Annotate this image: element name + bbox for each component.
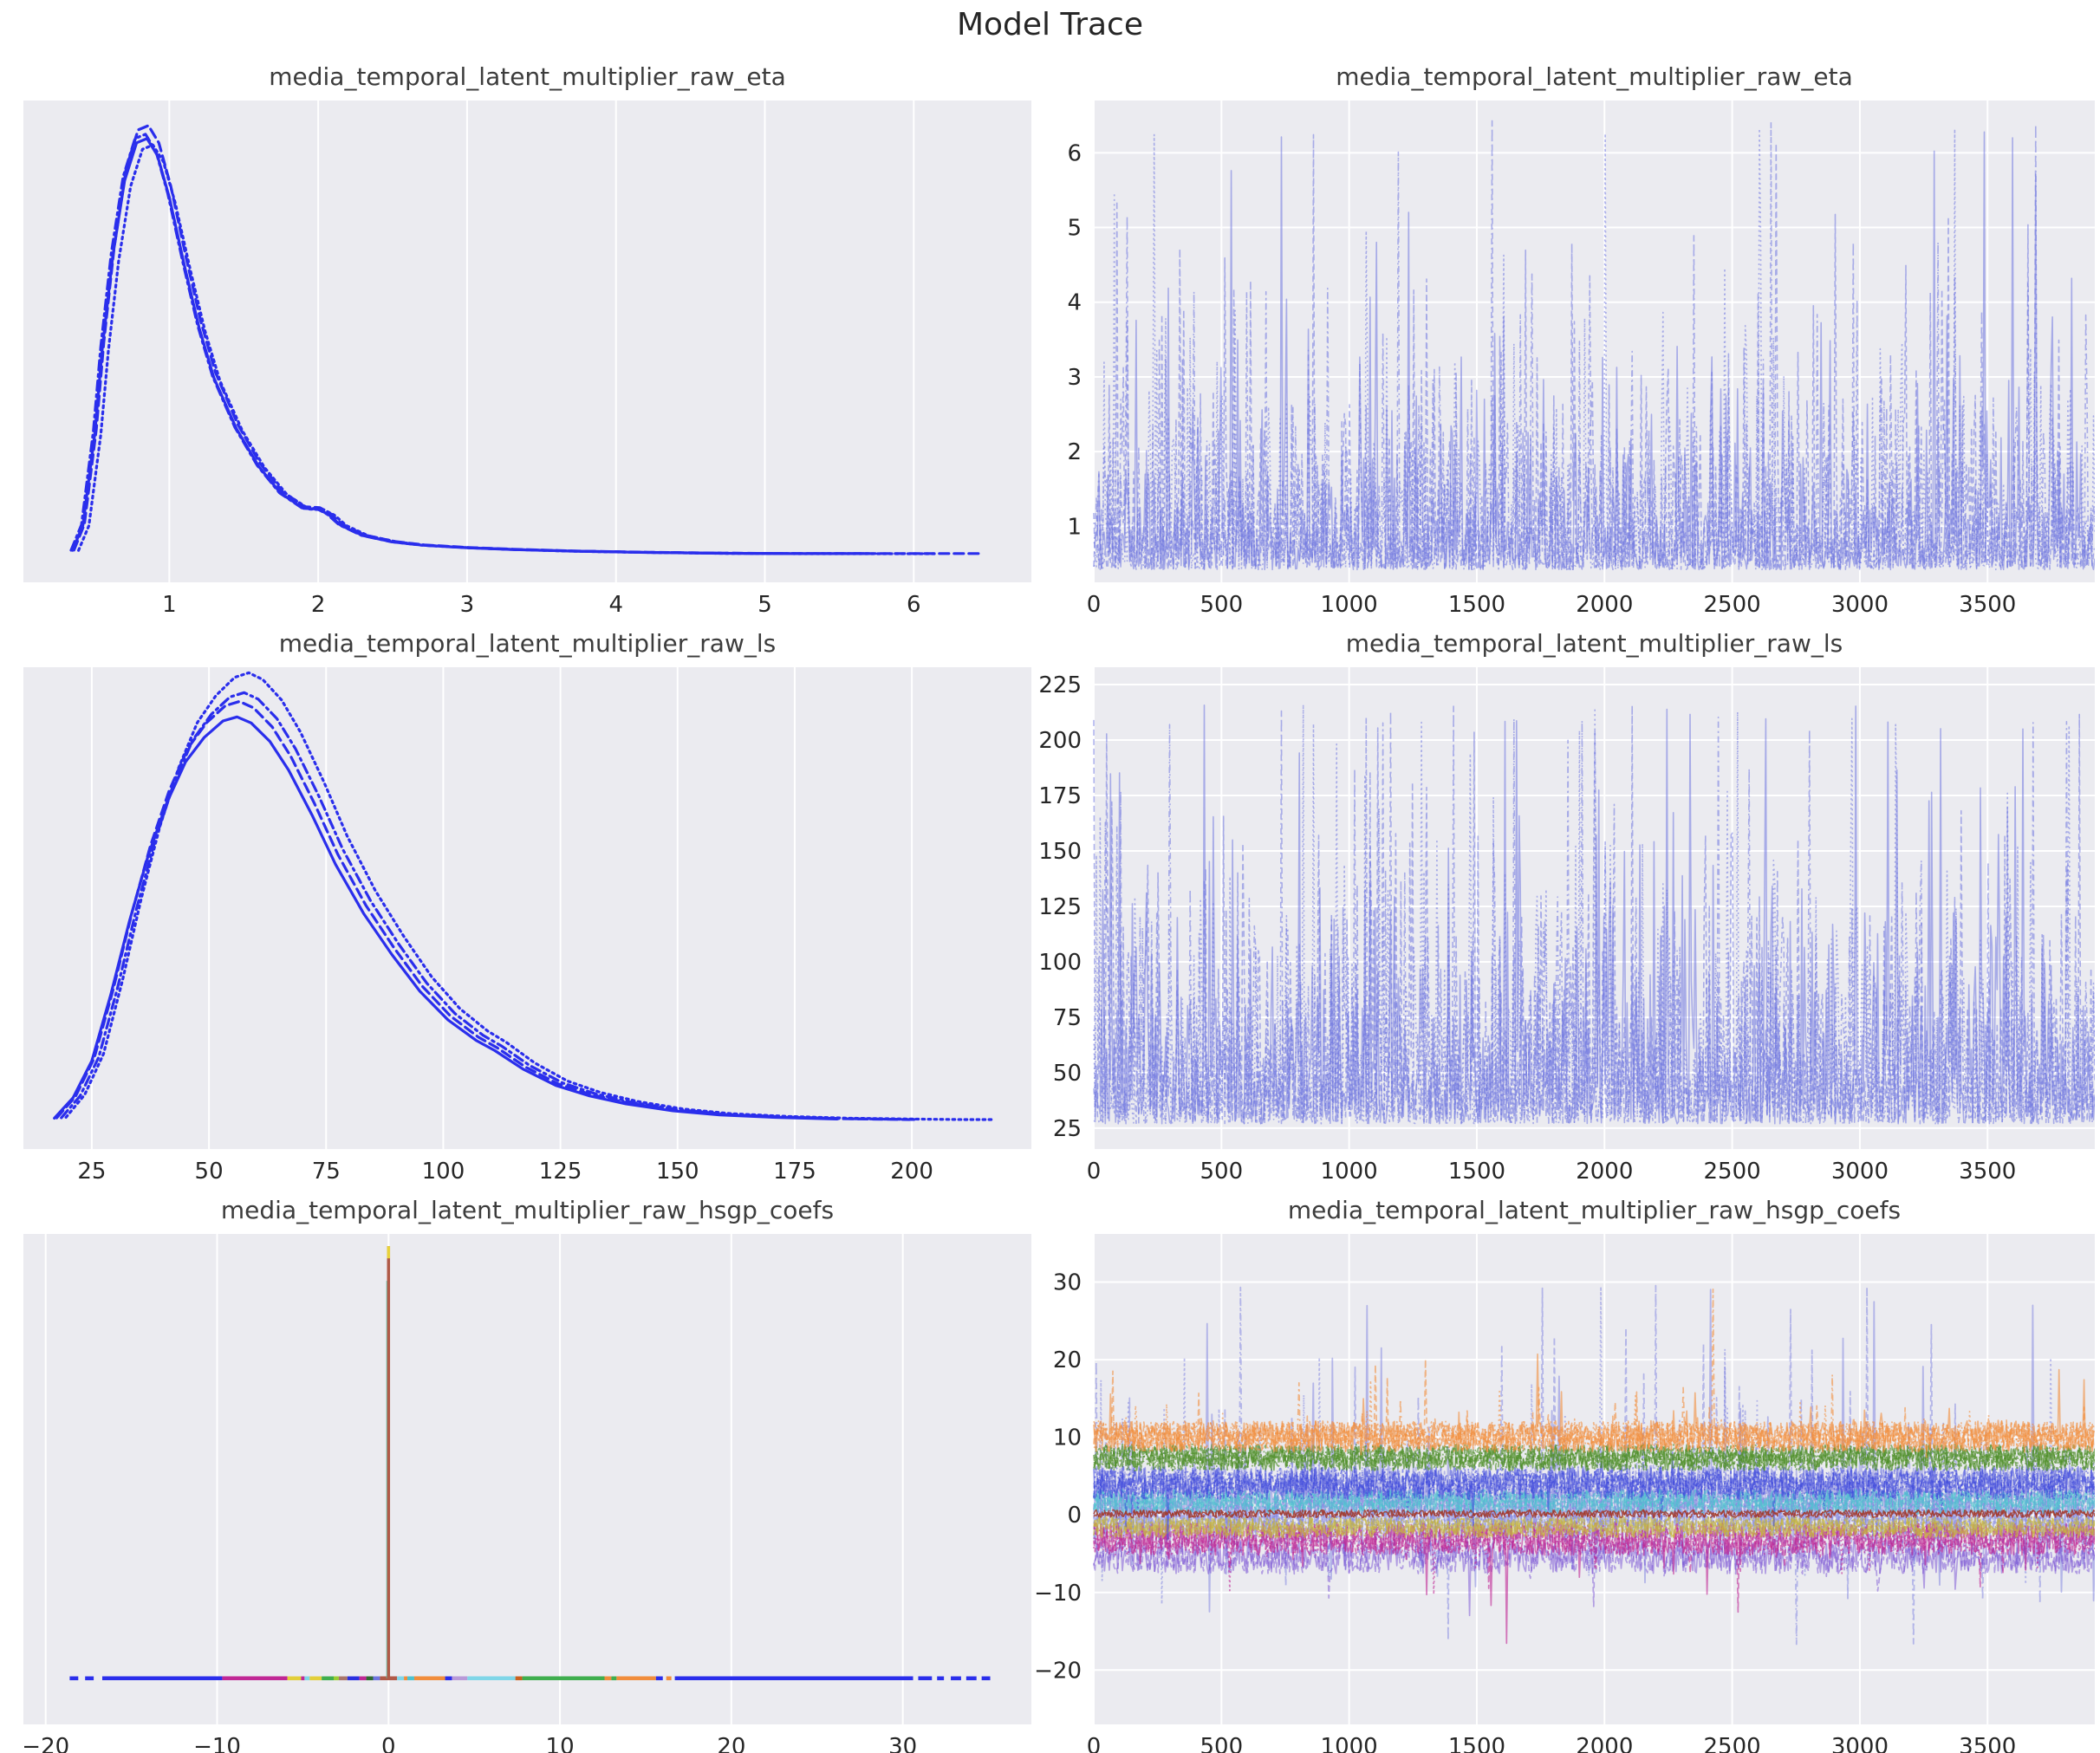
svg-text:5: 5	[757, 592, 772, 618]
svg-text:75: 75	[1053, 1005, 1082, 1031]
axes-trace-ls: 0 500 1000 1500 2000 2500 3000 3500 25 50 75 100 125…	[1038, 667, 2095, 1185]
svg-text:200: 200	[890, 1159, 933, 1185]
svg-text:50: 50	[195, 1159, 224, 1185]
svg-text:3: 3	[460, 592, 475, 618]
svg-text:225: 225	[1038, 672, 1082, 698]
svg-text:50: 50	[1053, 1061, 1082, 1087]
subplot-title: media_temporal_latent_multiplier_raw_hsg…	[220, 1196, 835, 1224]
svg-text:500: 500	[1200, 1734, 1244, 1753]
subplot-title: media_temporal_latent_multiplier_raw_ls	[1345, 629, 1843, 658]
svg-text:10: 10	[1053, 1425, 1082, 1451]
axes-kde-eta: 1 2 3 4 5 6	[23, 101, 1031, 618]
svg-text:3500: 3500	[1959, 1159, 2016, 1185]
subplot-title: media_temporal_latent_multiplier_raw_eta	[1336, 62, 1853, 91]
subplot-trace-eta: media_temporal_latent_multiplier_raw_eta…	[1014, 62, 2095, 618]
svg-text:0: 0	[1067, 1503, 1082, 1529]
svg-text:4: 4	[608, 592, 623, 618]
svg-text:3000: 3000	[1831, 592, 1889, 618]
svg-text:2: 2	[311, 592, 326, 618]
svg-text:−10: −10	[193, 1734, 241, 1753]
axes-trace-hsgp-coefs: 0 500 1000 1500 2000 2500 3000 3500 −20 −10 0 10 20 3…	[1034, 1234, 2095, 1753]
svg-text:3500: 3500	[1959, 592, 2016, 618]
svg-text:25: 25	[77, 1159, 106, 1185]
svg-text:2500: 2500	[1704, 1734, 1761, 1753]
svg-text:3000: 3000	[1831, 1159, 1889, 1185]
svg-text:200: 200	[1038, 728, 1082, 754]
axes-kde-ls: 25 50 75 100 125 150 175 200	[23, 667, 1031, 1185]
svg-text:1000: 1000	[1321, 592, 1378, 618]
svg-text:30: 30	[888, 1734, 917, 1753]
subplot-trace-ls: media_temporal_latent_multiplier_raw_ls …	[1014, 629, 2095, 1185]
svg-text:1000: 1000	[1321, 1734, 1378, 1753]
svg-text:3000: 3000	[1831, 1734, 1889, 1753]
axes-kde-hsgp-coefs: −20 −10 0 10 20 30	[23, 1234, 1031, 1753]
svg-text:3: 3	[1067, 365, 1082, 391]
svg-text:175: 175	[1038, 783, 1082, 809]
svg-text:6: 6	[1067, 140, 1082, 166]
svg-text:20: 20	[1053, 1347, 1082, 1373]
svg-text:−10: −10	[1034, 1581, 1082, 1607]
subplot-title: media_temporal_latent_multiplier_raw_eta	[269, 62, 786, 91]
svg-text:0: 0	[381, 1734, 396, 1753]
svg-text:−20: −20	[23, 1734, 69, 1753]
svg-text:500: 500	[1200, 592, 1244, 618]
subplot-kde-eta: media_temporal_latent_multiplier_raw_eta…	[23, 62, 1031, 618]
subplot-title: media_temporal_latent_multiplier_raw_hsg…	[1287, 1196, 1902, 1224]
svg-text:10: 10	[546, 1734, 575, 1753]
subplot-trace-hsgp-coefs: media_temporal_latent_multiplier_raw_hsg…	[1014, 1196, 2095, 1753]
subplot-title: media_temporal_latent_multiplier_raw_ls	[278, 629, 777, 658]
svg-text:2000: 2000	[1576, 1159, 1633, 1185]
svg-text:1: 1	[1067, 514, 1082, 540]
svg-text:2500: 2500	[1704, 1159, 1761, 1185]
svg-text:1500: 1500	[1448, 592, 1505, 618]
svg-text:4: 4	[1067, 290, 1082, 316]
svg-text:100: 100	[1038, 950, 1082, 976]
svg-text:150: 150	[1038, 839, 1082, 865]
svg-text:0: 0	[1087, 592, 1102, 618]
svg-text:30: 30	[1053, 1270, 1082, 1296]
svg-text:−20: −20	[1034, 1658, 1082, 1684]
svg-text:2500: 2500	[1704, 592, 1761, 618]
svg-text:2000: 2000	[1576, 1734, 1633, 1753]
svg-text:125: 125	[1038, 894, 1082, 920]
svg-text:5: 5	[1067, 216, 1082, 242]
svg-text:500: 500	[1200, 1159, 1244, 1185]
subplot-kde-ls: media_temporal_latent_multiplier_raw_ls …	[23, 629, 1031, 1185]
svg-text:0: 0	[1087, 1159, 1102, 1185]
svg-text:6: 6	[907, 592, 921, 618]
svg-text:1500: 1500	[1448, 1734, 1505, 1753]
svg-text:1000: 1000	[1321, 1159, 1378, 1185]
svg-text:2: 2	[1067, 439, 1082, 465]
svg-text:175: 175	[773, 1159, 816, 1185]
svg-text:3500: 3500	[1959, 1734, 2016, 1753]
svg-text:2000: 2000	[1576, 592, 1633, 618]
figure-title: Model Trace	[956, 7, 1144, 42]
axes-trace-eta: 0 500 1000 1500 2000 2500 3000 3500 1 2 3 4 5 6	[1067, 101, 2095, 618]
svg-text:20: 20	[717, 1734, 745, 1753]
svg-text:1500: 1500	[1448, 1159, 1505, 1185]
subplot-kde-hsgp-coefs: media_temporal_latent_multiplier_raw_hsg…	[23, 1196, 1031, 1753]
svg-text:100: 100	[422, 1159, 465, 1185]
svg-text:0: 0	[1087, 1734, 1102, 1753]
svg-text:25: 25	[1053, 1116, 1082, 1142]
svg-text:75: 75	[312, 1159, 341, 1185]
svg-text:1: 1	[162, 592, 177, 618]
svg-text:150: 150	[656, 1159, 699, 1185]
svg-text:125: 125	[539, 1159, 582, 1185]
